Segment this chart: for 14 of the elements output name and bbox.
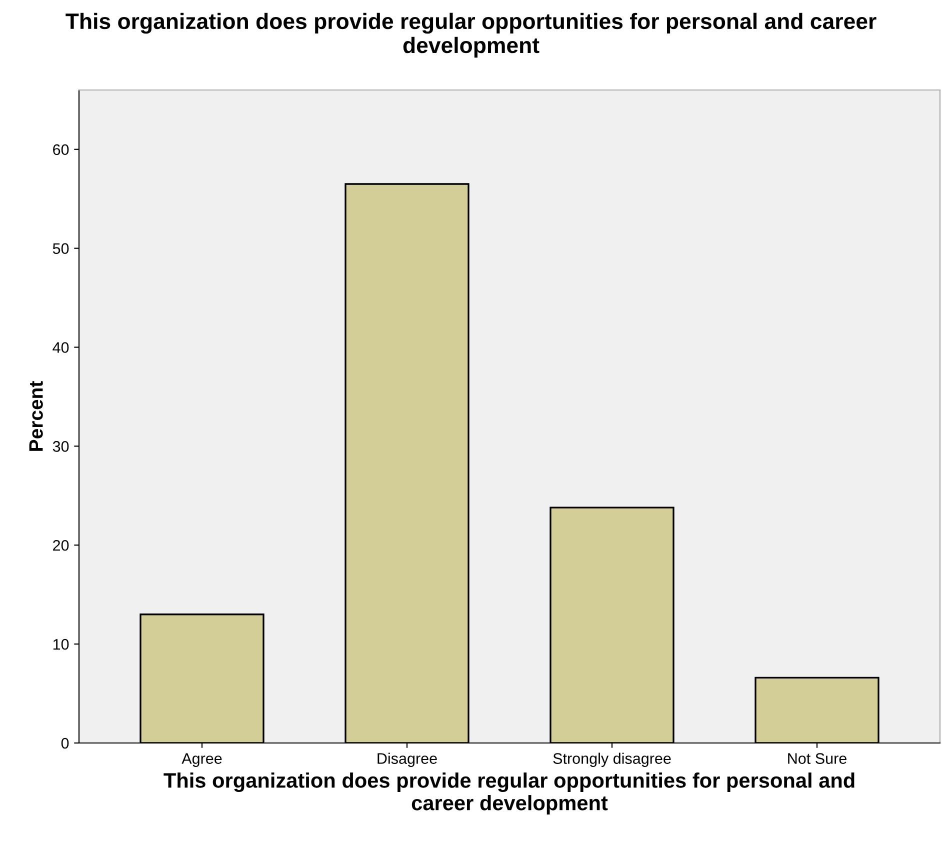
y-axis-title: Percent xyxy=(29,381,43,451)
y-tick-label: 20 xyxy=(53,540,69,551)
y-tick-label: 0 xyxy=(61,738,69,749)
x-axis-title: This organization does provide regular opportunities for personal and career development xyxy=(164,772,854,814)
y-tick-label: 10 xyxy=(53,638,69,650)
y-tick-label: 50 xyxy=(52,243,69,254)
y-tick-label: 30 xyxy=(52,441,69,452)
y-tick-label: 60 xyxy=(53,144,69,156)
x-tick-label: Agree xyxy=(182,753,222,767)
x-tick-label: Strongly disagree xyxy=(553,752,671,767)
x-tick-label: Not Sure xyxy=(788,753,846,764)
y-tick-label: 40 xyxy=(52,342,69,353)
chart-title: This organization does provide regular opportunities for personal and career development xyxy=(66,12,876,58)
x-tick-label: Disagree xyxy=(378,752,437,767)
